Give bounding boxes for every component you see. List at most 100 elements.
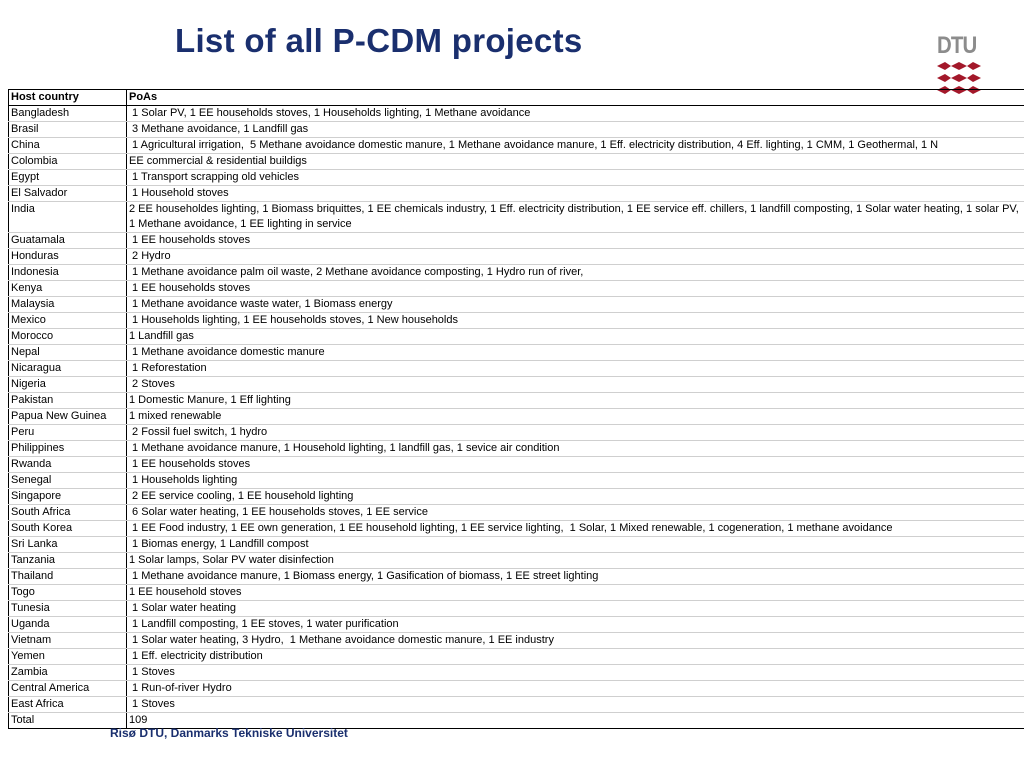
table-row: Guatamala 1 EE households stoves — [8, 232, 1024, 249]
host-country-cell: South Korea — [8, 520, 127, 537]
table-row: East Africa 1 Stoves — [8, 696, 1024, 713]
total-row: Total 109 — [8, 712, 1024, 729]
table-row: Senegal 1 Households lighting — [8, 472, 1024, 489]
host-country-cell: Tunesia — [8, 600, 127, 617]
poas-cell: 1 Solar water heating — [126, 600, 1024, 617]
poas-cell: 1 EE household stoves — [126, 584, 1024, 601]
host-country-cell: Rwanda — [8, 456, 127, 473]
table-row: Sri Lanka 1 Biomas energy, 1 Landfill co… — [8, 536, 1024, 553]
table-row: Brasil 3 Methane avoidance, 1 Landfill g… — [8, 121, 1024, 138]
table-row: Nigeria 2 Stoves — [8, 376, 1024, 393]
table-row: Egypt 1 Transport scrapping old vehicles — [8, 169, 1024, 186]
poas-cell: 1 EE households stoves — [126, 280, 1024, 297]
poas-cell: 1 Methane avoidance waste water, 1 Bioma… — [126, 296, 1024, 313]
host-country-cell: Senegal — [8, 472, 127, 489]
poas-cell: 1 Households lighting — [126, 472, 1024, 489]
table-row: Honduras 2 Hydro — [8, 248, 1024, 265]
poas-cell: 1 Domestic Manure, 1 Eff lighting — [126, 392, 1024, 409]
poas-cell: 1 Solar lamps, Solar PV water disinfecti… — [126, 552, 1024, 569]
host-country-cell: Togo — [8, 584, 127, 601]
host-country-cell: Egypt — [8, 169, 127, 186]
table-header-row: Host country PoAs — [8, 89, 1024, 106]
poas-cell: 2 EE service cooling, 1 EE household lig… — [126, 488, 1024, 505]
table-row: Togo 1 EE household stoves — [8, 584, 1024, 601]
host-country-cell: Singapore — [8, 488, 127, 505]
poas-cell: 1 Eff. electricity distribution — [126, 648, 1024, 665]
table-row: Malaysia 1 Methane avoidance waste water… — [8, 296, 1024, 313]
dtu-logo: DTU — [937, 34, 981, 96]
poas-cell: 1 mixed renewable — [126, 408, 1024, 425]
column-header-host-country: Host country — [8, 89, 127, 106]
table-row: China 1 Agricultural irrigation, 5 Metha… — [8, 137, 1024, 154]
table-row: Indonesia 1 Methane avoidance palm oil w… — [8, 264, 1024, 281]
poas-cell: 1 Methane avoidance palm oil waste, 2 Me… — [126, 264, 1024, 281]
poa-table: Host country PoAs Bangladesh 1 Solar PV,… — [8, 89, 1024, 729]
table-row: Nepal 1 Methane avoidance domestic manur… — [8, 344, 1024, 361]
host-country-cell: Sri Lanka — [8, 536, 127, 553]
table-row: Peru 2 Fossil fuel switch, 1 hydro — [8, 424, 1024, 441]
table-row: Thailand 1 Methane avoidance manure, 1 B… — [8, 568, 1024, 585]
poas-cell: 6 Solar water heating, 1 EE households s… — [126, 504, 1024, 521]
table-row: South Korea 1 EE Food industry, 1 EE own… — [8, 520, 1024, 537]
table-row: Bangladesh 1 Solar PV, 1 EE households s… — [8, 105, 1024, 122]
host-country-cell: Thailand — [8, 568, 127, 585]
page-title: List of all P-CDM projects — [175, 22, 583, 59]
table-row: Colombia EE commercial & residential buil… — [8, 153, 1024, 170]
host-country-cell: East Africa — [8, 696, 127, 713]
table-row: Mexico 1 Households lighting, 1 EE house… — [8, 312, 1024, 329]
poas-cell: 1 Stoves — [126, 696, 1024, 713]
table-row: Nicaragua 1 Reforestation — [8, 360, 1024, 377]
table-row: Papua New Guinea 1 mixed renewable — [8, 408, 1024, 425]
poas-cell: 1 Reforestation — [126, 360, 1024, 377]
table-row: Morocco 1 Landfill gas — [8, 328, 1024, 345]
host-country-cell: Tanzania — [8, 552, 127, 569]
table-row: Tunesia 1 Solar water heating — [8, 600, 1024, 617]
host-country-cell: China — [8, 137, 127, 154]
dtu-logo-text: DTU — [937, 32, 977, 59]
table-row: El Salvador 1 Household stoves — [8, 185, 1024, 202]
table-row: Pakistan 1 Domestic Manure, 1 Eff lightin… — [8, 392, 1024, 409]
poas-cell: 1 Transport scrapping old vehicles — [126, 169, 1024, 186]
host-country-cell: Vietnam — [8, 632, 127, 649]
table-row: Kenya 1 EE households stoves — [8, 280, 1024, 297]
host-country-cell: Guatamala — [8, 232, 127, 249]
host-country-cell: Morocco — [8, 328, 127, 345]
host-country-cell: Honduras — [8, 248, 127, 265]
host-country-cell: Papua New Guinea — [8, 408, 127, 425]
poas-cell: 1 Biomas energy, 1 Landfill compost — [126, 536, 1024, 553]
host-country-cell: Malaysia — [8, 296, 127, 313]
poas-cell: 1 Agricultural irrigation, 5 Methane avo… — [126, 137, 1024, 154]
poas-cell: 1 Methane avoidance manure, 1 Biomass en… — [126, 568, 1024, 585]
table-row: Uganda 1 Landfill composting, 1 EE stove… — [8, 616, 1024, 633]
poas-cell: 1 Landfill gas — [126, 328, 1024, 345]
footer-institution: Risø DTU, Danmarks Tekniske Universitet — [110, 726, 348, 740]
host-country-cell: Philippines — [8, 440, 127, 457]
host-country-cell: Pakistan — [8, 392, 127, 409]
poas-cell: 1 Landfill composting, 1 EE stoves, 1 wa… — [126, 616, 1024, 633]
host-country-cell: India — [8, 201, 127, 233]
poas-cell: 1 EE households stoves — [126, 232, 1024, 249]
poas-cell: 1 Solar PV, 1 EE households stoves, 1 Ho… — [126, 105, 1024, 122]
host-country-cell: Zambia — [8, 664, 127, 681]
host-country-cell: Yemen — [8, 648, 127, 665]
poas-cell: 1 Household stoves — [126, 185, 1024, 202]
table-row: South Africa 6 Solar water heating, 1 EE… — [8, 504, 1024, 521]
total-label: Total — [8, 712, 127, 729]
poas-cell: 1 Run-of-river Hydro — [126, 680, 1024, 697]
poas-cell: 1 Households lighting, 1 EE households s… — [126, 312, 1024, 329]
table-row: Yemen 1 Eff. electricity distribution — [8, 648, 1024, 665]
table-row: Philippines 1 Methane avoidance manure, … — [8, 440, 1024, 457]
poas-cell: 2 Stoves — [126, 376, 1024, 393]
host-country-cell: Indonesia — [8, 264, 127, 281]
host-country-cell: Central America — [8, 680, 127, 697]
host-country-cell: Mexico — [8, 312, 127, 329]
poas-cell: 2 Fossil fuel switch, 1 hydro — [126, 424, 1024, 441]
host-country-cell: Nigeria — [8, 376, 127, 393]
poas-cell: 2 Hydro — [126, 248, 1024, 265]
host-country-cell: Kenya — [8, 280, 127, 297]
host-country-cell: Brasil — [8, 121, 127, 138]
host-country-cell: Nepal — [8, 344, 127, 361]
host-country-cell: Peru — [8, 424, 127, 441]
poas-cell: 2 EE householdes lighting, 1 Biomass bri… — [126, 201, 1024, 233]
host-country-cell: El Salvador — [8, 185, 127, 202]
